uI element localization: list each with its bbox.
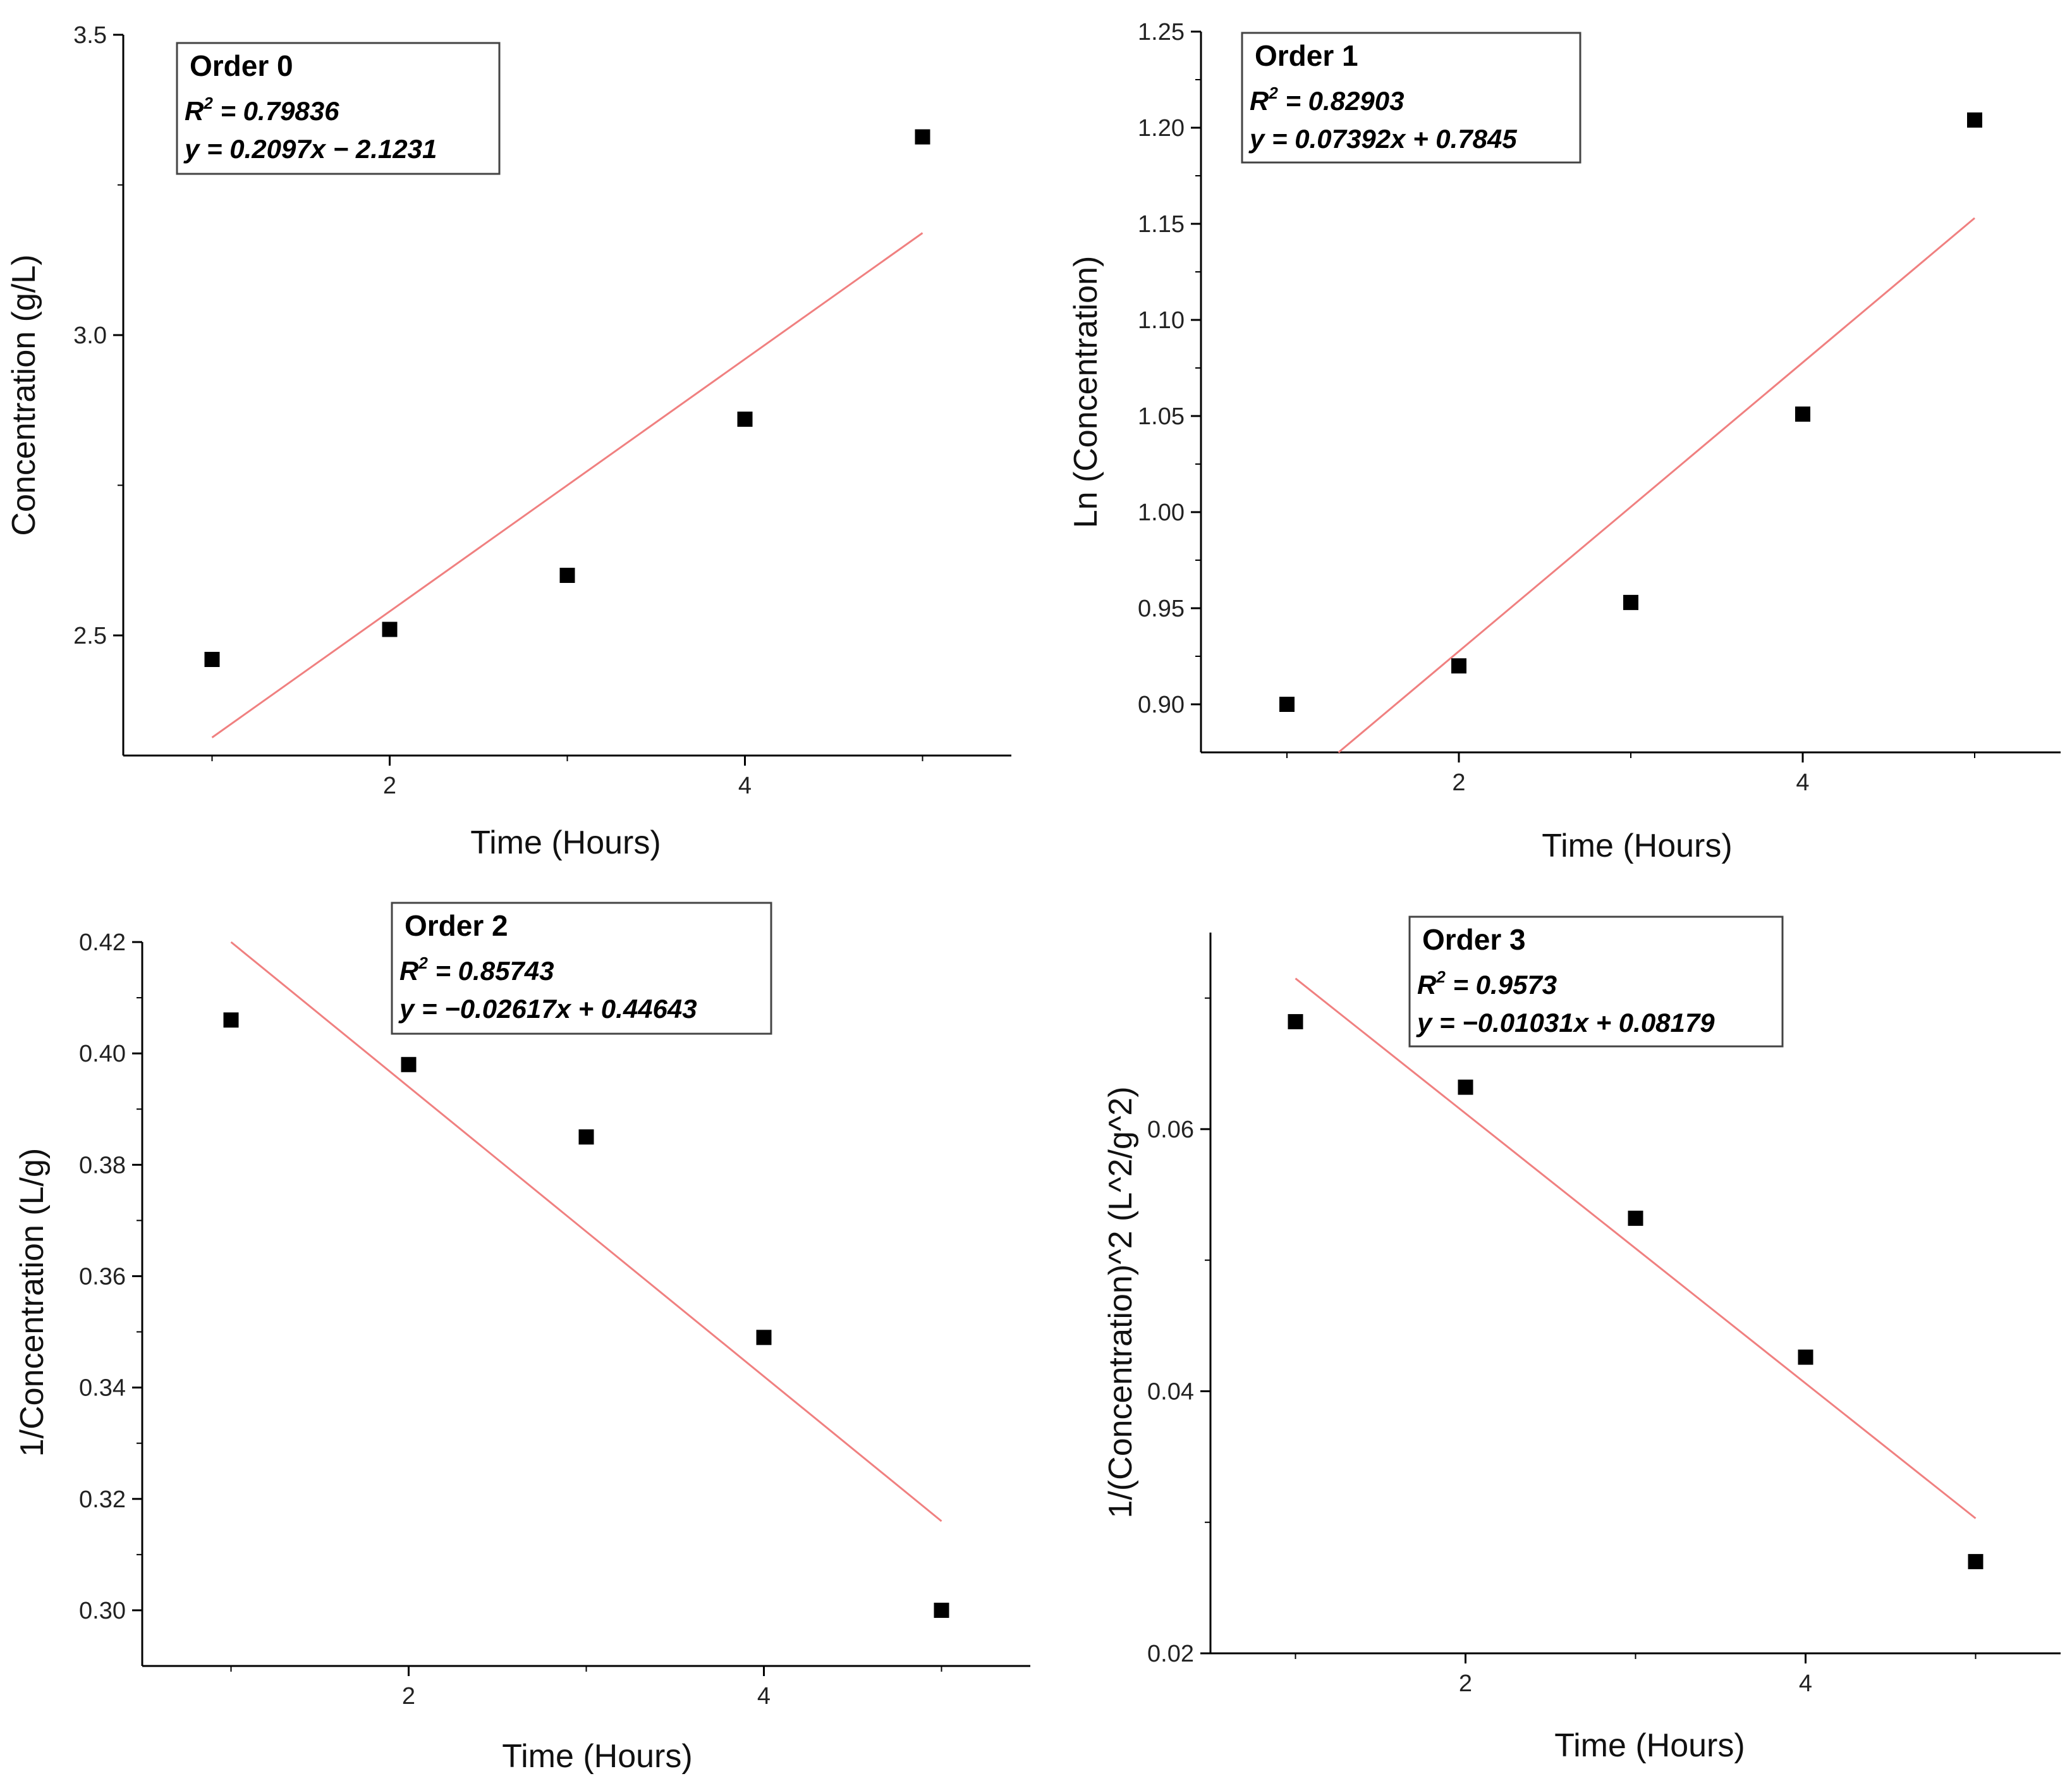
fit-line xyxy=(211,232,923,738)
x-tick-label: 2 xyxy=(1452,769,1465,796)
data-point xyxy=(559,568,575,583)
annotation-box: Order 3 R2 = 0.9573 y = −0.01031x + 0.0817… xyxy=(1408,915,1784,1048)
y-tick-label: 1.10 xyxy=(1138,307,1185,334)
y-tick-label: 0.32 xyxy=(79,1486,126,1513)
y-tick-label: 1.20 xyxy=(1138,115,1185,142)
fit-line xyxy=(1338,217,1975,754)
data-point xyxy=(223,1012,239,1028)
data-point xyxy=(578,1129,594,1145)
y-tick-label: 0.42 xyxy=(79,929,126,956)
data-point xyxy=(1458,1079,1473,1095)
y-tick-label: 3.5 xyxy=(73,22,107,49)
y-tick-label: 2.5 xyxy=(73,623,107,649)
annotation-equation: y = 0.07392x + 0.7845 xyxy=(1248,124,1517,154)
x-tick-label: 2 xyxy=(402,1683,415,1710)
x-axis-label: Time (Hours) xyxy=(502,1738,692,1775)
y-tick-label: 0.34 xyxy=(79,1375,126,1402)
data-point xyxy=(1798,1349,1813,1365)
y-tick-label: 1.15 xyxy=(1138,211,1185,238)
annotation-equation: y = −0.02617x + 0.44643 xyxy=(398,994,697,1024)
data-point xyxy=(204,652,220,667)
data-point xyxy=(737,412,753,427)
data-point xyxy=(756,1330,772,1345)
annotation-box: Order 0 R2 = 0.79836 y = 0.2097x − 2.1231 xyxy=(176,42,501,175)
annotation-frame xyxy=(1408,915,1784,1048)
data-point xyxy=(382,622,398,637)
y-tick-label: 0.06 xyxy=(1147,1117,1194,1143)
chart-panel-order-0: 2.5 3.0 3.5 2 4 Time (Hours) Concentration (g/… xyxy=(6,22,1011,861)
data-point xyxy=(1288,1013,1303,1029)
x-axis-label: Time (Hours) xyxy=(470,824,661,861)
annotation-frame xyxy=(1241,32,1581,164)
x-tick-label: 4 xyxy=(738,773,752,799)
y-tick-label: 0.02 xyxy=(1147,1641,1194,1667)
annotation-r2: R2 = 0.79836 xyxy=(185,94,339,126)
x-tick-label: 4 xyxy=(1796,769,1809,796)
chart-panel-order-2: 0.30 0.32 0.34 0.36 0.38 0.40 0.42 2 4 Time (Hour… xyxy=(14,902,1030,1775)
data-point xyxy=(1623,594,1638,610)
y-axis-label: Ln (Concentration) xyxy=(1068,256,1104,529)
y-tick-label: 0.40 xyxy=(79,1041,126,1067)
annotation-equation: y = −0.01031x + 0.08179 xyxy=(1416,1008,1715,1038)
annotation-title: Order 1 xyxy=(1255,39,1358,72)
annotation-frame xyxy=(391,902,772,1035)
y-tick-label: 1.00 xyxy=(1138,499,1185,526)
x-axis-label: Time (Hours) xyxy=(1542,828,1732,864)
y-tick-label: 1.05 xyxy=(1138,403,1185,430)
x-tick-label: 2 xyxy=(383,773,396,799)
annotation-frame xyxy=(176,42,501,175)
y-tick-label: 0.30 xyxy=(79,1598,126,1624)
y-tick-label: 1.25 xyxy=(1138,19,1185,46)
annotation-equation: y = 0.2097x − 2.1231 xyxy=(183,134,437,164)
data-point xyxy=(915,129,930,145)
fit-line xyxy=(230,941,942,1522)
annotation-box: Order 1 R2 = 0.82903 y = 0.07392x + 0.7845 xyxy=(1241,32,1581,164)
annotation-r2: R2 = 0.9573 xyxy=(1417,967,1557,1000)
y-tick-label: 0.90 xyxy=(1138,692,1185,718)
x-tick-label: 4 xyxy=(1799,1670,1812,1697)
y-axis-label: Concentration (g/L) xyxy=(6,254,42,536)
data-point xyxy=(1279,697,1295,712)
data-point xyxy=(1628,1210,1643,1226)
y-tick-label: 0.36 xyxy=(79,1263,126,1290)
x-tick-label: 2 xyxy=(1459,1670,1472,1697)
y-axis-label: 1/Concentration (L/g) xyxy=(14,1148,51,1457)
y-axis-label: 1/(Concentration)^2 (L^2/g^2) xyxy=(1102,1086,1139,1518)
annotation-r2: R2 = 0.82903 xyxy=(1250,83,1405,116)
annotation-box: Order 2 R2 = 0.85743 y = −0.02617x + 0.446… xyxy=(391,902,772,1035)
chart-panel-order-3: 0.02 0.04 0.06 2 4 Time (Hours) 1/(Concentrati… xyxy=(1102,915,2061,1764)
data-point xyxy=(1451,658,1466,674)
y-tick-label: 0.04 xyxy=(1147,1378,1194,1405)
y-tick-label: 0.95 xyxy=(1138,596,1185,622)
data-point xyxy=(401,1056,417,1072)
annotation-title: Order 2 xyxy=(405,909,508,942)
y-tick-label: 3.0 xyxy=(73,322,107,349)
annotation-title: Order 3 xyxy=(1422,923,1526,956)
x-axis-label: Time (Hours) xyxy=(1554,1727,1745,1764)
chart-panel-order-1: 0.90 0.95 1.00 1.05 1.10 1.15 1.20 1.25 2 4 Time (… xyxy=(1068,19,2061,864)
data-point xyxy=(1967,112,1982,128)
annotation-r2: R2 = 0.85743 xyxy=(399,953,554,986)
x-tick-label: 4 xyxy=(757,1683,771,1710)
data-point xyxy=(934,1602,949,1618)
data-point xyxy=(1968,1553,1984,1569)
annotation-title: Order 0 xyxy=(190,49,293,82)
fit-line xyxy=(1295,977,1977,1519)
y-tick-label: 0.38 xyxy=(79,1152,126,1179)
data-point xyxy=(1795,406,1810,422)
